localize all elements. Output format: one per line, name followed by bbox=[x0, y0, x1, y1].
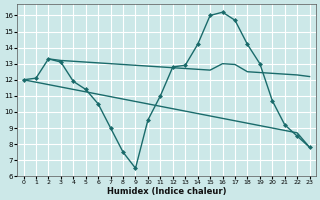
X-axis label: Humidex (Indice chaleur): Humidex (Indice chaleur) bbox=[107, 187, 226, 196]
